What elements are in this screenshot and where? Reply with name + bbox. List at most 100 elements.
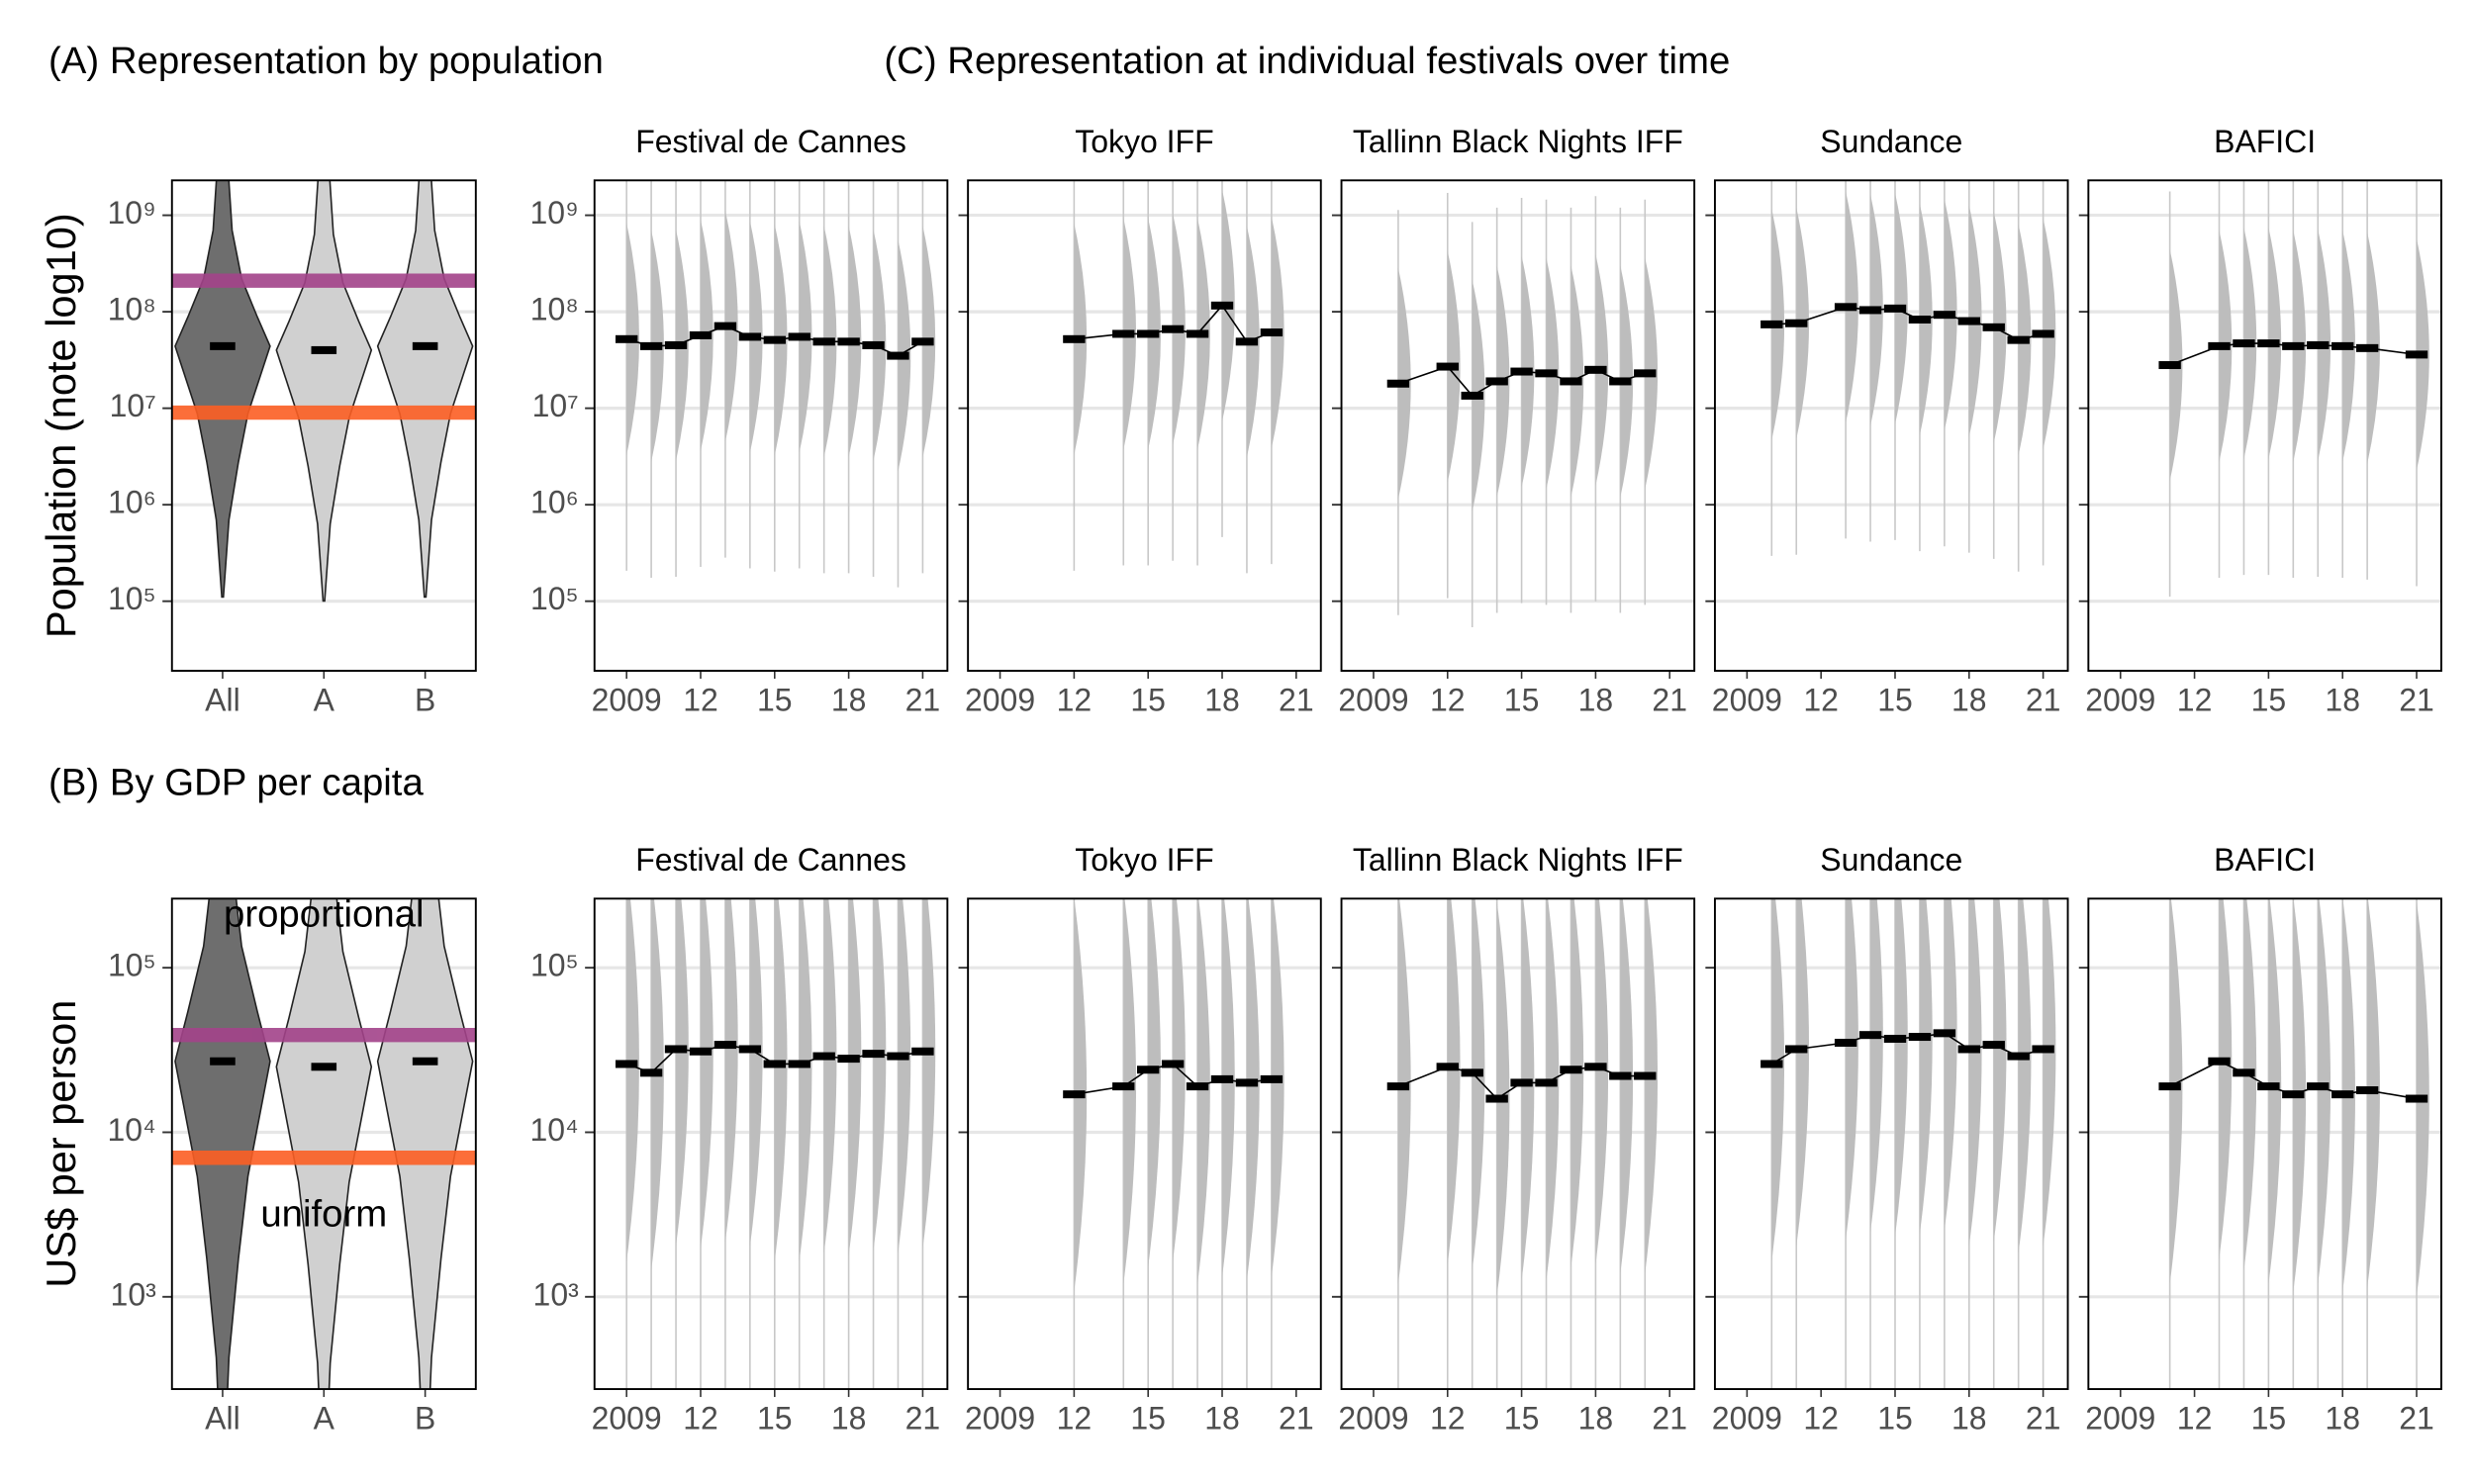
- x-tick-label: 12: [1430, 682, 1466, 717]
- x-tick-label: 2009: [2085, 682, 2155, 717]
- median-bar: [1609, 377, 1632, 386]
- y-tick-label: 10⁵: [530, 581, 579, 616]
- x-tick-label: A: [314, 682, 335, 717]
- median-bar: [1161, 1060, 1185, 1068]
- x-tick-label: 18: [1578, 682, 1614, 717]
- median-bar: [1834, 1038, 1857, 1047]
- x-tick-label: 12: [2177, 682, 2213, 717]
- median-bar: [2331, 341, 2354, 350]
- half-violin: [1870, 898, 1883, 1233]
- median-bar: [2158, 361, 2181, 370]
- median-bar: [664, 1045, 688, 1054]
- x-tick-label: 18: [831, 682, 867, 717]
- median-bar: [2405, 1094, 2428, 1103]
- x-tick-label: 18: [1204, 1400, 1240, 1436]
- panel: 2009 12 15 18 21 BAFICI: [2078, 124, 2442, 717]
- median-bar: [788, 332, 810, 341]
- median-bar: [1210, 1074, 1234, 1083]
- half-violin: [1546, 898, 1560, 1280]
- median-bar: [1112, 329, 1135, 338]
- plot-area: [2088, 180, 2441, 603]
- plot-area: [1341, 193, 1695, 627]
- y-tick-label: 10⁴: [107, 1112, 155, 1148]
- half-violin: [1197, 898, 1210, 1284]
- plot-area: [594, 898, 948, 1390]
- violin: [275, 898, 373, 1390]
- median-bar: [1485, 1094, 1508, 1103]
- x-tick-label: 2009: [2085, 1400, 2155, 1436]
- plot-area: [968, 180, 1321, 603]
- annotation: uniform: [260, 1193, 387, 1236]
- median-bar: [1235, 1078, 1259, 1087]
- median-bar: [664, 340, 688, 349]
- half-violin: [1771, 898, 1785, 1262]
- y-tick-label: 10³: [111, 1276, 157, 1312]
- median-bar: [1760, 1060, 1783, 1068]
- x-tick-label: 18: [1204, 682, 1240, 717]
- median-bar: [2355, 343, 2379, 352]
- x-tick-label: A: [314, 1400, 335, 1436]
- x-tick-label: 2009: [965, 682, 1035, 717]
- median-bar: [1235, 337, 1259, 346]
- half-violin: [1993, 898, 2007, 1243]
- median-bar: [2007, 1052, 2030, 1061]
- half-violin: [2043, 898, 2056, 1248]
- median-bar: [2233, 1068, 2255, 1077]
- median-bar: [738, 1045, 762, 1054]
- x-tick-label: 15: [1877, 682, 1913, 717]
- median-bar: [1510, 1078, 1533, 1087]
- x-tick-label: 2009: [1712, 682, 1782, 717]
- panel: 2009 12 15 18 21 Tallinn Black Nights IFF: [1331, 124, 1696, 717]
- median-bar: [1584, 365, 1607, 374]
- median-bar: [1260, 328, 1284, 337]
- y-tick-label: 10⁴: [529, 1112, 578, 1148]
- annotation: proportional: [224, 892, 425, 935]
- facet-title: Festival de Cannes: [635, 124, 906, 159]
- facet-title: Tallinn Black Nights IFF: [1353, 842, 1683, 878]
- half-violin: [922, 898, 936, 1250]
- median-bar: [911, 337, 934, 346]
- x-tick-label: 18: [1951, 682, 1987, 717]
- median-line: [1397, 1066, 1646, 1100]
- half-violin: [774, 898, 788, 1262]
- median-bar: [1560, 377, 1582, 386]
- median-bar: [311, 1063, 337, 1071]
- panel-frame: [170, 897, 477, 1391]
- x-tick-label: 15: [1130, 682, 1166, 717]
- median-bar: [1785, 1045, 1808, 1054]
- median-bar: [1957, 317, 1980, 325]
- median-bar: [1933, 311, 1956, 320]
- median-bar: [738, 332, 762, 341]
- panel: 2009 12 15 18 21 BAFICI: [2078, 842, 2442, 1436]
- median-bar: [1858, 1031, 1882, 1040]
- median-bar: [2282, 341, 2305, 350]
- median-bar: [1908, 1033, 1932, 1042]
- median-bar: [1858, 306, 1882, 315]
- x-tick-label: 21: [2399, 1400, 2434, 1436]
- panel: 2009 12 15 18 21 Sundance: [1705, 124, 2069, 717]
- median-bar: [210, 341, 236, 350]
- panel-label: (A) Representation by population: [48, 40, 604, 82]
- median-bar: [2307, 1082, 2330, 1091]
- half-violin: [1521, 898, 1535, 1280]
- median-bar: [2405, 350, 2428, 359]
- median-bar: [1260, 1074, 1284, 1083]
- panel: 2009 12 15 18 21 Tokyo IFF: [958, 842, 1322, 1436]
- median-bar: [615, 334, 638, 343]
- median-bar: [1634, 1071, 1657, 1080]
- half-violin: [2318, 898, 2331, 1284]
- median-bar: [2158, 1082, 2181, 1091]
- x-tick-label: 21: [1279, 682, 1314, 717]
- median-bar: [911, 1047, 934, 1056]
- median-bar: [2007, 335, 2030, 344]
- half-violin: [700, 898, 714, 1250]
- x-tick-label: 21: [1652, 682, 1687, 717]
- half-violin: [1173, 898, 1186, 1262]
- facet-title: BAFICI: [2214, 842, 2316, 878]
- y-axis-label: US$ per person: [38, 1000, 84, 1288]
- half-violin: [1846, 898, 1858, 1241]
- x-tick-label: 15: [1504, 682, 1540, 717]
- x-tick-label: 18: [831, 1400, 867, 1436]
- median-bar: [1760, 320, 1783, 328]
